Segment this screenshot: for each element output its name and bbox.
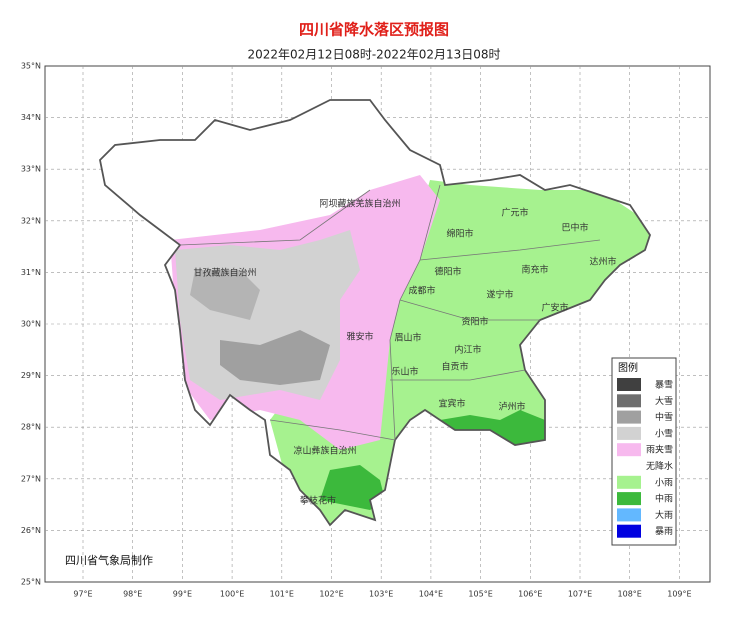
- legend-label: 中雪: [655, 411, 673, 423]
- place-label: 德阳市: [434, 266, 461, 278]
- legend-title: 图例: [618, 361, 638, 374]
- place-label: 自贡市: [441, 361, 468, 373]
- legend-label: 大雨: [655, 509, 673, 521]
- credit: 四川省气象局制作: [65, 553, 153, 567]
- place-label: 绵阳市: [446, 228, 473, 240]
- legend-label: 雨夹雪: [646, 444, 673, 456]
- lon-label: 105°E: [468, 590, 492, 599]
- place-label: 广元市: [501, 207, 528, 219]
- province-border: [99, 99, 651, 527]
- place-label: 雅安市: [346, 331, 373, 343]
- place-label: 眉山市: [394, 332, 421, 344]
- lon-label: 106°E: [518, 590, 542, 599]
- legend-swatch: [617, 394, 641, 408]
- lon-label: 98°E: [123, 590, 142, 599]
- place-label: 巴中市: [561, 222, 588, 234]
- legend-swatch: [617, 410, 641, 424]
- place-label: 宜宾市: [438, 398, 465, 410]
- place-label: 广安市: [541, 302, 568, 314]
- place-label: 内江市: [454, 344, 481, 356]
- moderate-snow: [190, 270, 260, 320]
- place-label: 南充市: [521, 264, 548, 276]
- place-label: 达州市: [589, 256, 616, 268]
- lon-label: 104°E: [419, 590, 443, 599]
- place-label: 成都市: [408, 285, 435, 297]
- lat-label: 29°N: [21, 371, 41, 380]
- place-label: 攀枝花市: [300, 495, 336, 507]
- lon-label: 107°E: [568, 590, 592, 599]
- lat-label: 28°N: [21, 423, 41, 432]
- lat-label: 27°N: [21, 474, 41, 483]
- lat-label: 30°N: [21, 320, 41, 329]
- legend-swatch: [617, 492, 641, 506]
- lon-label: 103°E: [369, 590, 393, 599]
- border: [269, 419, 396, 441]
- subtitle: 2022年02月12日08时-2022年02月13日08时: [247, 48, 500, 62]
- lat-label: 34°N: [21, 113, 41, 122]
- title: 四川省降水落区预报图: [299, 21, 449, 39]
- legend-label: 大雪: [655, 395, 673, 407]
- border: [399, 299, 540, 321]
- border: [179, 189, 371, 246]
- lat-label: 33°N: [21, 165, 41, 174]
- border: [419, 239, 601, 261]
- moderate-snow: [220, 330, 330, 385]
- lon-label: 99°E: [173, 590, 192, 599]
- tick-labels: 35°N 34°N 33°N 32°N 31°N 30°N 29°N 28°N 27°N 26°N…: [21, 62, 692, 599]
- legend-label: 小雪: [655, 428, 673, 439]
- place-label: 泸州市: [498, 401, 525, 413]
- legend-swatch: [617, 508, 641, 522]
- lon-label: 97°E: [73, 590, 92, 599]
- legend-label: 暴雨: [655, 526, 673, 537]
- place-label: 遂宁市: [486, 289, 513, 301]
- lat-label: 31°N: [21, 268, 41, 277]
- lon-label: 102°E: [319, 590, 343, 599]
- legend-swatch: [617, 524, 641, 538]
- lat-label: 26°N: [21, 526, 41, 535]
- legend-swatch: [617, 426, 641, 440]
- lon-label: 109°E: [667, 590, 691, 599]
- place-label: 凉山彝族自治州: [293, 445, 356, 457]
- legend-label: 小雨: [655, 477, 673, 488]
- lat-label: 32°N: [21, 216, 41, 225]
- place-label: 甘孜藏族自治州: [193, 267, 256, 279]
- legend-label: 暴雪: [655, 380, 673, 391]
- city-borders: [179, 184, 601, 441]
- legend-label: 中雨: [655, 493, 673, 505]
- border: [390, 369, 526, 381]
- legend-swatch: [617, 378, 641, 391]
- legend-swatch: [617, 475, 641, 489]
- legend-swatch: [617, 443, 641, 457]
- lon-label: 108°E: [618, 590, 642, 599]
- lon-label: 100°E: [220, 590, 244, 599]
- place-label: 乐山市: [391, 366, 418, 378]
- moderate-rain: [320, 465, 385, 510]
- place-label: 资阳市: [461, 316, 488, 328]
- place-label: 阿坝藏族羌族自治州: [319, 198, 400, 210]
- lat-label: 35°N: [21, 62, 41, 71]
- legend-label: 无降水: [646, 460, 673, 472]
- lat-label: 25°N: [21, 578, 41, 587]
- lon-label: 101°E: [270, 590, 294, 599]
